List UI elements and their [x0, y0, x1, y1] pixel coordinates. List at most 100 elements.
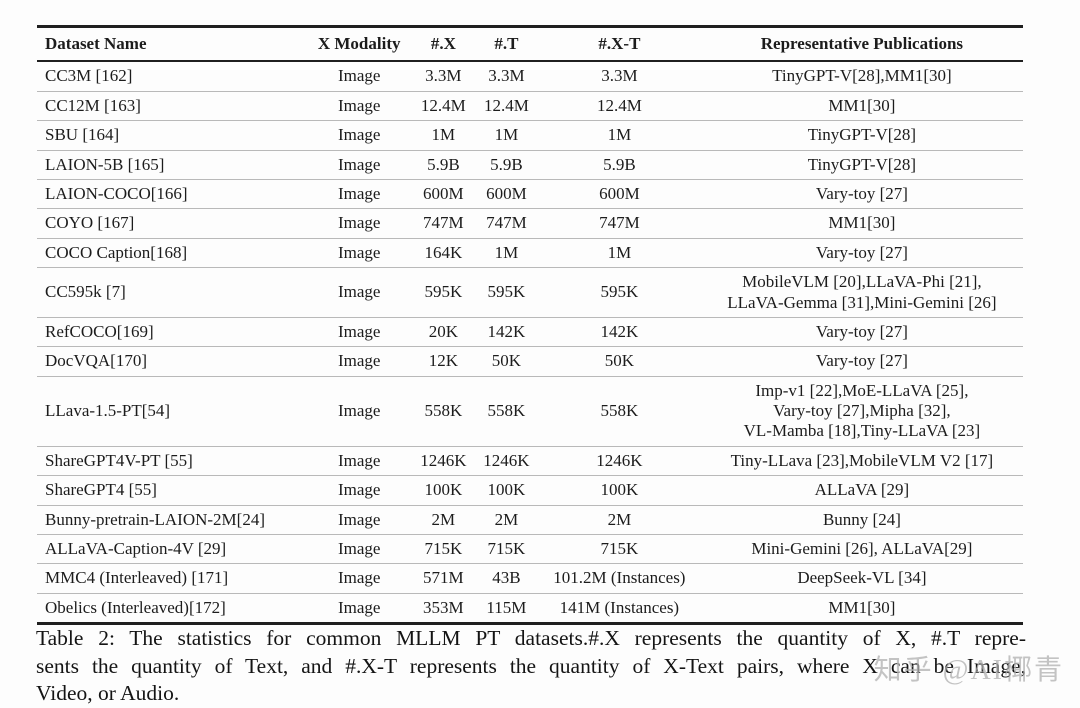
- table-header: Dataset Name X Modality #.X #.T #.X-T Represe…: [37, 26, 1023, 63]
- table-cell-t: 43B: [474, 563, 538, 594]
- table-cell-t: 558K: [474, 375, 538, 447]
- table-cell-pubs: MM1[30]: [700, 592, 1023, 624]
- table-cell-xt: 141M (Instances): [537, 592, 701, 624]
- table-cell-pubs: Mini-Gemini [26], ALLaVA[29]: [700, 534, 1023, 564]
- table-cell-pubs: Vary-toy [27]: [700, 178, 1023, 209]
- table-row: LAION-5B [165] Image 5.9B 5.9B 5.9B TinyGPT-V…: [37, 149, 1023, 180]
- table-cell-modality: Image: [306, 475, 412, 506]
- table-cell-t: 600M: [474, 178, 538, 209]
- table-cell-xt: 142K: [537, 316, 701, 347]
- table-cell-modality: Image: [306, 208, 412, 239]
- table-cell-dataset: DocVQA[170]: [37, 346, 307, 377]
- table-cell-x: 12K: [411, 346, 475, 377]
- table-cell-modality: Image: [306, 592, 412, 624]
- table-cell-xt: 600M: [537, 178, 701, 209]
- table-cell-pubs: DeepSeek-VL [34]: [700, 563, 1023, 594]
- table-cell-dataset: SBU [164]: [37, 120, 307, 151]
- table-cell-x: 600M: [411, 178, 475, 209]
- table-cell-xt: 100K: [537, 475, 701, 506]
- table-row: Obelics (Interleaved)[172] Image 353M 115M 1…: [37, 592, 1023, 624]
- table-cell-x: 1M: [411, 120, 475, 151]
- table-cell-modality: Image: [306, 563, 412, 594]
- table-cell-pubs: Vary-toy [27]: [700, 237, 1023, 268]
- table-cell-t: 715K: [474, 534, 538, 564]
- table-row: DocVQA[170] Image 12K 50K 50K Vary-toy [27]: [37, 346, 1023, 377]
- table-cell-x: 20K: [411, 316, 475, 347]
- table-cell-xt: 101.2M (Instances): [537, 563, 701, 594]
- table-cell-dataset: LLava-1.5-PT[54]: [37, 375, 307, 447]
- table-cell-xt: 2M: [537, 504, 701, 535]
- table-row: ShareGPT4V-PT [55] Image 1246K 1246K 1246K Ti…: [37, 445, 1023, 476]
- table-row: CC12M [163] Image 12.4M 12.4M 12.4M MM1[30]: [37, 90, 1023, 121]
- column-header-pubs: Representative Publications: [700, 26, 1023, 63]
- table-row: ALLaVA-Caption-4V [29] Image 715K 715K 715K M…: [37, 534, 1023, 564]
- table-cell-pubs: MM1[30]: [700, 90, 1023, 121]
- table-cell-t: 142K: [474, 316, 538, 347]
- table-cell-x: 2M: [411, 504, 475, 535]
- table-cell-t: 1M: [474, 237, 538, 268]
- table-cell-modality: Image: [306, 534, 412, 564]
- table-body: CC3M [162] Image 3.3M 3.3M 3.3M TinyGPT-V[28]…: [37, 61, 1023, 624]
- table-cell-pubs: TinyGPT-V[28]: [700, 120, 1023, 151]
- table-cell-dataset: RefCOCO[169]: [37, 316, 307, 347]
- table-cell-pubs: Bunny [24]: [700, 504, 1023, 535]
- column-header-x: #.X: [411, 26, 475, 63]
- table-cell-xt: 1246K: [537, 445, 701, 476]
- table-cell-x: 12.4M: [411, 90, 475, 121]
- table-cell-modality: Image: [306, 237, 412, 268]
- table-cell-x: 571M: [411, 563, 475, 594]
- column-header-dataset: Dataset Name: [37, 26, 307, 63]
- table-row: LAION-COCO[166] Image 600M 600M 600M Vary-toy…: [37, 178, 1023, 209]
- table-row: Bunny-pretrain-LAION-2M[24] Image 2M 2M 2M Bu…: [37, 504, 1023, 535]
- table-cell-xt: 558K: [537, 375, 701, 447]
- table-cell-pubs: TinyGPT-V[28]: [700, 149, 1023, 180]
- table-cell-modality: Image: [306, 178, 412, 209]
- table-cell-t: 595K: [474, 267, 538, 318]
- table-cell-x: 595K: [411, 267, 475, 318]
- table-cell-dataset: COCO Caption[168]: [37, 237, 307, 268]
- table-cell-dataset: Bunny-pretrain-LAION-2M[24]: [37, 504, 307, 535]
- caption-line: sents the quantity of Text, and #.X-T re…: [36, 653, 1026, 678]
- table-cell-t: 115M: [474, 592, 538, 624]
- table-cell-t: 3.3M: [488, 66, 525, 86]
- column-header-t: #.T: [474, 26, 538, 63]
- table-cell-pubs: MM1[30]: [700, 208, 1023, 239]
- table-cell-xt: 5.9B: [537, 149, 701, 180]
- table-cell-dataset: ShareGPT4 [55]: [37, 475, 307, 506]
- table-cell-x: 3.3M: [425, 66, 462, 86]
- table-cell-xt: 1M: [537, 237, 701, 268]
- table-cell-dataset: ALLaVA-Caption-4V [29]: [37, 534, 307, 564]
- table-cell-pubs: Vary-toy [27]: [700, 346, 1023, 377]
- table-cell-pubs: MobileVLM [20],LLaVA-Phi [21], LLaVA-Gem…: [700, 267, 1023, 318]
- table-cell-xt: 595K: [537, 267, 701, 318]
- table-cell-modality: Image: [306, 120, 412, 151]
- table-cell-dataset: LAION-COCO[166]: [37, 178, 307, 209]
- table-cell-dataset: LAION-5B [165]: [37, 149, 307, 180]
- table-row: COYO [167] Image 747M 747M 747M MM1[30]: [37, 208, 1023, 239]
- table-cell-t: 2M: [474, 504, 538, 535]
- table-cell-modality: Image: [306, 504, 412, 535]
- table-row: CC3M [162] Image 3.3M 3.3M 3.3M TinyGPT-V[28]…: [37, 61, 1023, 91]
- table-cell-x: 1246K: [411, 445, 475, 476]
- table-cell-pubs: ALLaVA [29]: [700, 475, 1023, 506]
- table-cell-t: 50K: [474, 346, 538, 377]
- table-cell-dataset: CC595k [7]: [37, 267, 307, 318]
- caption-line: Video, or Audio.: [36, 681, 180, 706]
- table-row: COCO Caption[168] Image 164K 1M 1M Vary-toy […: [37, 237, 1023, 268]
- table-cell-dataset: MMC4 (Interleaved) [171]: [37, 563, 307, 594]
- table-cell-xt: 50K: [537, 346, 701, 377]
- table-cell-xt: 747M: [537, 208, 701, 239]
- table-cell-x: 164K: [411, 237, 475, 268]
- table-cell-t: 12.4M: [474, 90, 538, 121]
- table-cell-dataset: COYO [167]: [37, 208, 307, 239]
- table-cell-modality: Image: [306, 346, 412, 377]
- table-cell-t: 1246K: [474, 445, 538, 476]
- table-cell-pubs: TinyGPT-V[28],MM1[30]: [772, 66, 952, 86]
- table-cell-modality: Image: [306, 316, 412, 347]
- table-cell-xt: 3.3M: [601, 66, 638, 86]
- table-cell-t: 1M: [474, 120, 538, 151]
- table-cell-dataset: Obelics (Interleaved)[172]: [37, 592, 307, 624]
- table-cell-t: 100K: [474, 475, 538, 506]
- table-row: SBU [164] Image 1M 1M 1M TinyGPT-V[28]: [37, 120, 1023, 151]
